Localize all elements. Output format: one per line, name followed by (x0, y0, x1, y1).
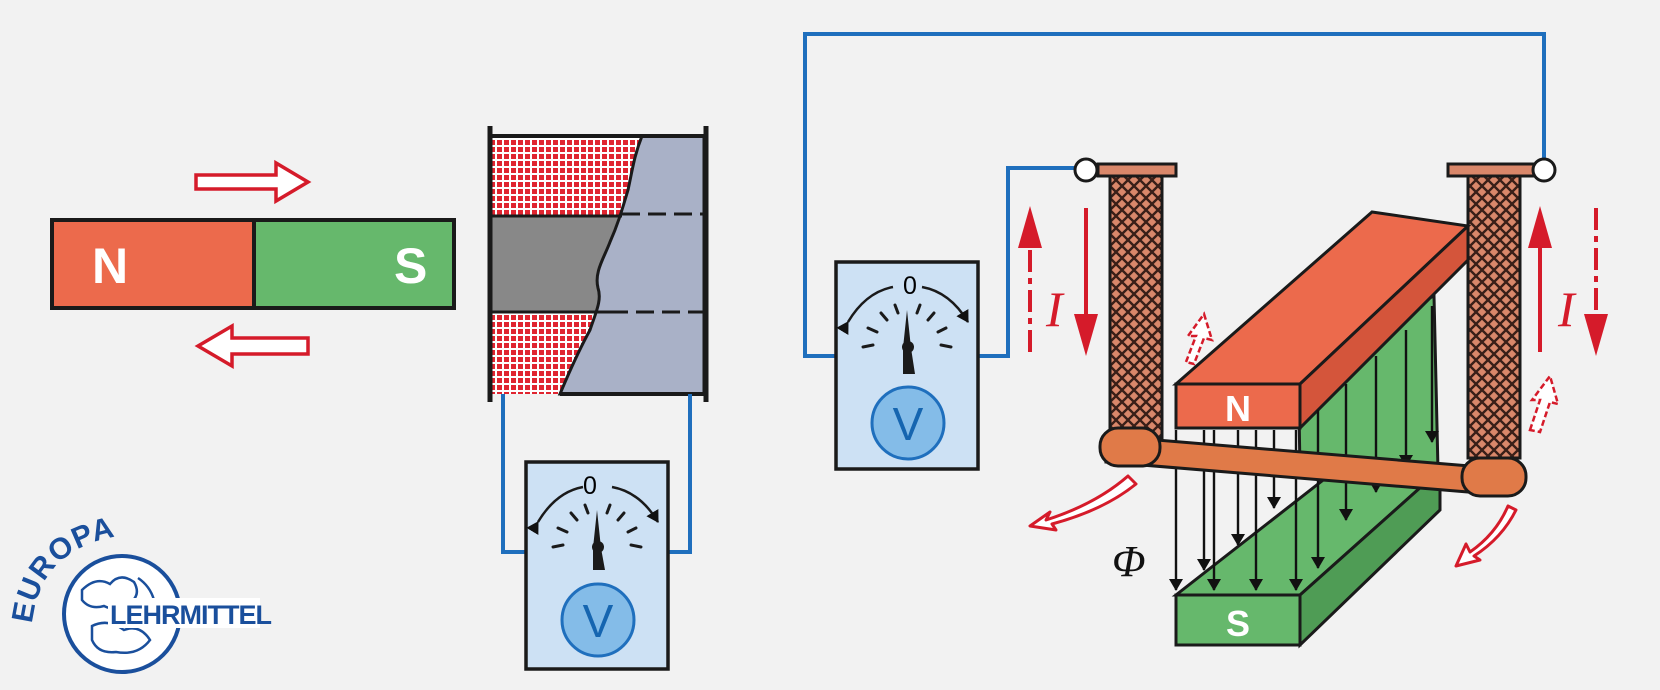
winding-right (1446, 162, 1536, 460)
induced-current-arrow-right-icon (1528, 373, 1560, 434)
current-label-left: I (1045, 281, 1065, 337)
conductor-rod (1098, 426, 1528, 498)
voltmeter-left: 0 V (524, 460, 670, 671)
wire-generator-loop (803, 32, 1546, 358)
bar-magnet-north-pole (50, 218, 256, 310)
motion-arrow-right-icon (194, 159, 312, 205)
horseshoe-north-front (1174, 382, 1302, 430)
horseshoe-magnet-north: N (1172, 210, 1472, 432)
voltmeter-left-dial (560, 582, 636, 658)
motion-arrow-left-icon (194, 322, 310, 370)
current-arrows-right: I (1528, 206, 1608, 356)
voltmeter-right-unit-label: V (893, 398, 924, 450)
bar-magnet-south-label: S (394, 238, 427, 294)
voltmeter-left-zero-label: 0 (583, 472, 597, 500)
flux-lines (1169, 306, 1439, 591)
coil-cutaway (487, 126, 709, 402)
bar-magnet: N S (50, 218, 456, 310)
bar-magnet-south-pole (252, 218, 456, 310)
voltmeter-right-dial (870, 385, 946, 461)
logo-bottom-text: LEHRMITTEL (110, 600, 271, 630)
horseshoe-south-front (1174, 593, 1302, 647)
rod-motion-arrow-left-icon (1028, 474, 1138, 532)
terminal-left (1073, 157, 1099, 183)
current-arrows-left: I (1018, 206, 1098, 356)
current-label-right: I (1557, 281, 1577, 337)
flux-symbol: Φ (1112, 537, 1146, 586)
winding-left (1096, 162, 1178, 440)
horseshoe-magnet-south-back: S (1171, 293, 1444, 649)
induced-current-arrow-left-icon (1184, 311, 1214, 366)
horseshoe-south-label: S (1226, 603, 1250, 644)
bar-magnet-north-label: N (92, 238, 128, 294)
voltmeter-right-zero-label: 0 (903, 272, 917, 300)
coil-body (557, 134, 706, 396)
wire-coil-meter (501, 394, 692, 554)
voltmeter-left-unit-label: V (583, 595, 614, 647)
voltmeter-right: 0 V (834, 260, 980, 471)
rod-motion-arrow-right-icon (1454, 504, 1518, 568)
horseshoe-north-label: N (1225, 388, 1251, 429)
terminal-right (1531, 157, 1557, 183)
europa-lehrmittel-logo: EUROPA LEHRMITTEL (6, 511, 272, 674)
coil-winding-upper (492, 136, 642, 216)
